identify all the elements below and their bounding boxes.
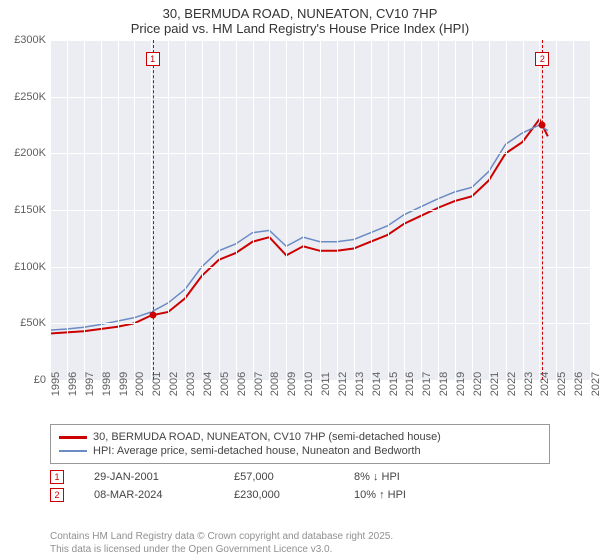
transaction-row: 2 08-MAR-2024 £230,000 10% ↑ HPI [50,488,550,502]
transaction-marker: 1 [50,470,64,484]
x-axis: 1995199619971998199920002001200220032004… [50,380,590,420]
y-tick-label: £150K [4,204,46,216]
x-tick-label: 2026 [573,372,585,396]
x-tick-label: 2007 [253,372,265,396]
x-tick-label: 2024 [539,372,551,396]
x-tick-label: 1998 [101,372,113,396]
x-tick-label: 2002 [168,372,180,396]
x-tick-label: 2009 [286,372,298,396]
x-tick-label: 2015 [388,372,400,396]
x-tick-label: 2006 [236,372,248,396]
legend: 30, BERMUDA ROAD, NUNEATON, CV10 7HP (se… [50,424,550,464]
x-tick-label: 2012 [337,372,349,396]
transaction-delta: 10% ↑ HPI [354,489,444,501]
x-tick-label: 2000 [134,372,146,396]
x-tick-label: 2018 [438,372,450,396]
transaction-row: 1 29-JAN-2001 £57,000 8% ↓ HPI [50,470,550,484]
x-tick-label: 2021 [489,372,501,396]
x-tick-label: 2013 [354,372,366,396]
x-tick-label: 1997 [84,372,96,396]
x-tick-label: 2014 [371,372,383,396]
x-tick-label: 2023 [523,372,535,396]
transaction-marker: 2 [50,488,64,502]
event-marker-1: 1 [146,52,160,66]
event-marker-2: 2 [535,52,549,66]
attribution: Contains HM Land Registry data © Crown c… [50,530,590,556]
x-tick-label: 2025 [556,372,568,396]
transaction-price: £230,000 [234,489,324,501]
y-tick-label: £250K [4,91,46,103]
event-line-1 [153,40,154,380]
x-tick-label: 1996 [67,372,79,396]
event-dot-2 [539,122,546,129]
legend-swatch-property [59,436,87,439]
x-tick-label: 2005 [219,372,231,396]
x-tick-label: 2017 [421,372,433,396]
series-line-hpi [50,125,548,330]
transaction-date: 08-MAR-2024 [94,489,204,501]
transactions-table: 1 29-JAN-2001 £57,000 8% ↓ HPI 2 08-MAR-2024 £… [50,470,550,502]
y-tick-label: £300K [4,34,46,46]
transaction-date: 29-JAN-2001 [94,471,204,483]
x-tick-label: 2027 [590,372,600,396]
chart-plot-area: £0£50K£100K£150K£200K£250K£300K12 [50,40,590,380]
chart-title-line2: Price paid vs. HM Land Registry's House … [0,21,600,40]
legend-item-hpi: HPI: Average price, semi-detached house,… [59,445,541,457]
event-dot-1 [149,312,156,319]
x-tick-label: 2010 [303,372,315,396]
y-tick-label: £50K [4,317,46,329]
x-tick-label: 2008 [269,372,281,396]
legend-swatch-hpi [59,450,87,453]
y-tick-label: £0 [4,374,46,386]
y-tick-label: £100K [4,261,46,273]
transaction-delta: 8% ↓ HPI [354,471,444,483]
legend-label-hpi: HPI: Average price, semi-detached house,… [93,445,421,457]
attribution-line2: This data is licensed under the Open Gov… [50,543,590,556]
x-tick-label: 2004 [202,372,214,396]
x-tick-label: 2022 [506,372,518,396]
x-tick-label: 2016 [404,372,416,396]
y-tick-label: £200K [4,147,46,159]
chart-title-line1: 30, BERMUDA ROAD, NUNEATON, CV10 7HP [0,0,600,21]
legend-item-property: 30, BERMUDA ROAD, NUNEATON, CV10 7HP (se… [59,431,541,443]
x-tick-label: 2003 [185,372,197,396]
x-tick-label: 1995 [50,372,62,396]
transaction-price: £57,000 [234,471,324,483]
x-tick-label: 2001 [151,372,163,396]
series-line-property [50,119,548,333]
attribution-line1: Contains HM Land Registry data © Crown c… [50,530,590,543]
x-tick-label: 2020 [472,372,484,396]
x-tick-label: 1999 [118,372,130,396]
x-tick-label: 2011 [320,372,332,396]
event-line-2 [542,40,543,380]
legend-label-property: 30, BERMUDA ROAD, NUNEATON, CV10 7HP (se… [93,431,441,443]
x-tick-label: 2019 [455,372,467,396]
